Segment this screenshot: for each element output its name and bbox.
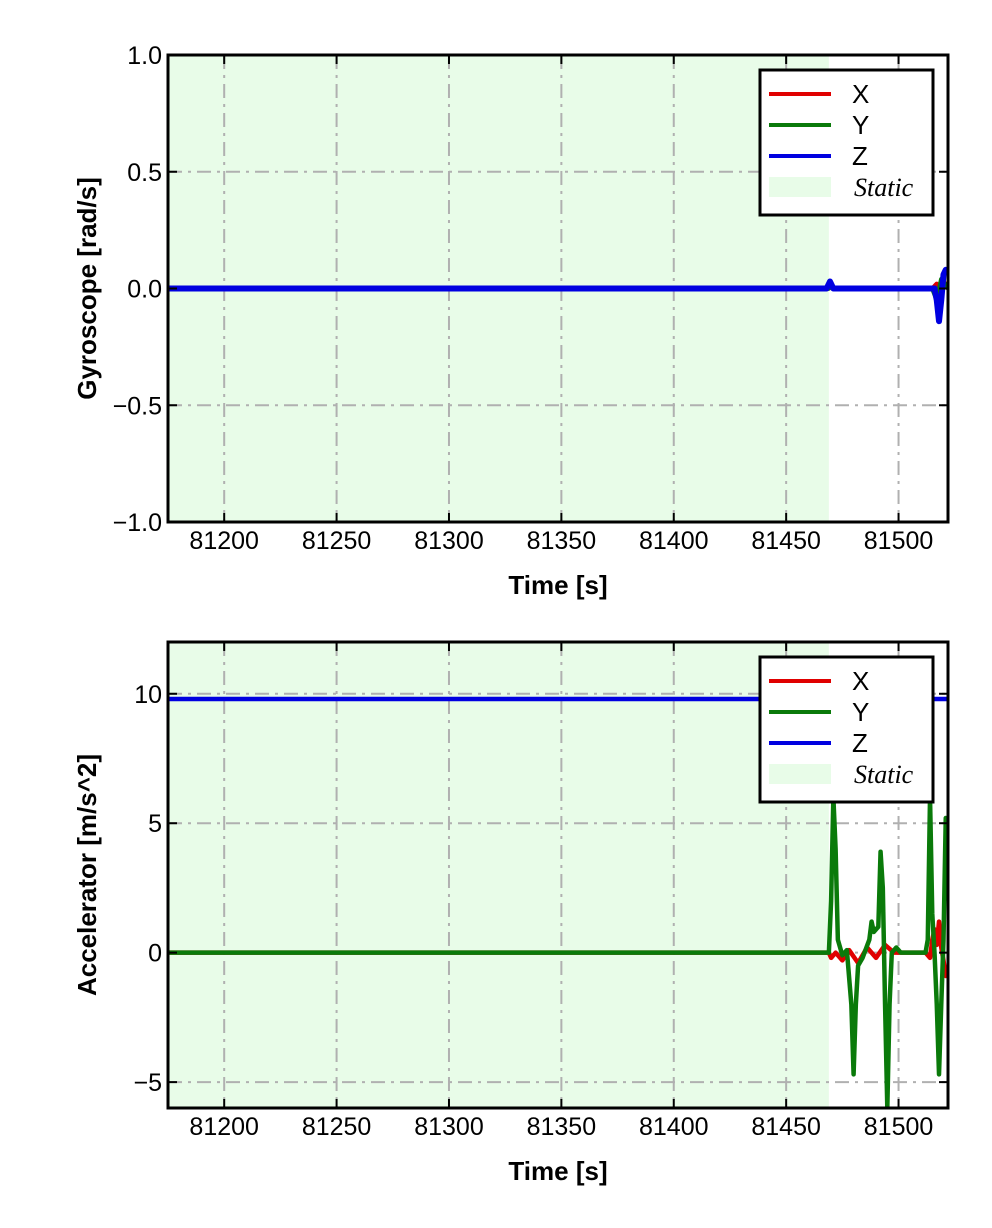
accel-x-tick-label: 81500 [864,1113,934,1141]
gyro-x-tick-label: 81400 [639,527,709,555]
accel-legend-label-static: Static [854,760,914,789]
gyro-x-axis-label: Time [s] [508,570,607,600]
accel-series-y [168,795,948,1108]
accel-x-tick-label: 81350 [527,1113,597,1141]
gyro-legend-label-x: X [852,79,869,109]
gyro-y-tick-label: 1.0 [127,42,162,70]
gyro-series-z [168,266,948,325]
accel-y-tick-label: 5 [148,810,162,838]
accel-legend-label-z: Z [852,728,868,758]
accel-legend-swatch-static [769,764,831,784]
gyro-x-tick-label: 81500 [864,527,934,555]
accel-y-axis-label: Accelerator [m/s^2] [72,754,102,996]
gyro-x-tick-label: 81250 [302,527,372,555]
gyro-legend-label-z: Z [852,141,868,171]
accel-x-tick-label: 81250 [302,1113,372,1141]
gyro-x-tick-label: 81300 [414,527,484,555]
accel-plot: 81200 81250 81300 81350 81400 81450 81500 −5 0 5 1… [72,640,950,1186]
gyro-legend-label-static: Static [854,173,914,202]
gyro-legend-label-y: Y [852,110,869,140]
gyro-x-tick-label: 81450 [751,527,821,555]
accel-static-region [168,642,829,1108]
gyro-y-tick-label: −0.5 [113,392,162,420]
accel-x-tick-label: 81450 [751,1113,821,1141]
accel-x-tick-label: 81400 [639,1113,709,1141]
accel-x-tick-label: 81200 [189,1113,259,1141]
gyro-x-tick-label: 81200 [189,527,259,555]
accel-x-axis-label: Time [s] [508,1156,607,1186]
accel-y-tick-label: 0 [148,940,162,968]
accel-y-tick-label: 10 [134,681,162,709]
gyro-legend-swatch-static [769,177,831,197]
gyro-y-tick-label: −1.0 [113,509,162,537]
gyro-x-tick-label: 81350 [527,527,597,555]
accel-legend-label-x: X [852,666,869,696]
accel-y-tick-label: −5 [133,1069,162,1097]
gyro-y-axis-label: Gyroscope [rad/s] [72,177,102,400]
accel-axes-frame [166,640,950,1110]
gyro-y-tick-label: 0.5 [127,159,162,187]
gyro-plot: 81200 81250 81300 81350 81400 81450 81500 −1.0 −… [72,42,950,600]
gyro-y-tick-label: 0.0 [127,276,162,304]
accel-legend-label-y: Y [852,697,869,727]
accel-x-tick-label: 81300 [414,1113,484,1141]
